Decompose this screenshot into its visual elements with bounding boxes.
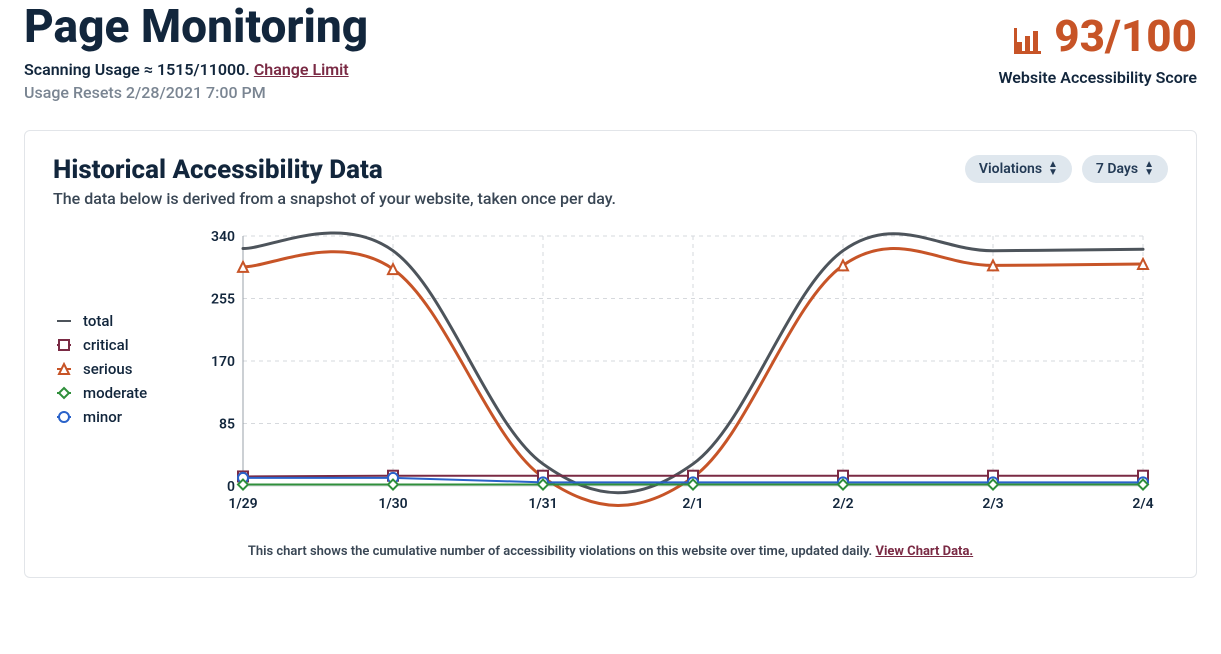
svg-text:2/4: 2/4 bbox=[1132, 496, 1153, 512]
usage-sep: . bbox=[245, 60, 254, 79]
card-subtitle: The data below is derived from a snapsho… bbox=[53, 189, 616, 208]
svg-text:2/3: 2/3 bbox=[982, 496, 1003, 512]
accessibility-chart: 0 85 170 255 340 1/29 1/30 1/31 2/1 2/2 2/3 2/4 bbox=[193, 226, 1163, 526]
change-limit-link[interactable]: Change Limit bbox=[254, 60, 349, 79]
card-title: Historical Accessibility Data bbox=[53, 155, 616, 185]
usage-resets: Usage Resets 2/28/2021 7:00 PM bbox=[24, 83, 368, 102]
score-value: 93/100 bbox=[1054, 14, 1197, 58]
svg-text:1/29: 1/29 bbox=[228, 496, 257, 512]
chart-bar-icon bbox=[1014, 28, 1044, 58]
svg-text:0: 0 bbox=[227, 479, 235, 495]
score-label: Website Accessibility Score bbox=[999, 68, 1198, 87]
legend-item-serious: serious bbox=[53, 360, 193, 378]
svg-text:255: 255 bbox=[211, 292, 235, 308]
historical-card: Historical Accessibility Data The data b… bbox=[24, 130, 1197, 578]
legend-item-minor: minor bbox=[53, 408, 193, 426]
scanning-usage: Scanning Usage ≈ 1515/11000. Change Limi… bbox=[24, 60, 368, 79]
chart-caption: This chart shows the cumulative number o… bbox=[53, 544, 1168, 559]
usage-prefix: Scanning Usage ≈ bbox=[24, 60, 157, 79]
svg-text:2/2: 2/2 bbox=[832, 496, 853, 512]
sort-icon: ▲▼ bbox=[1144, 161, 1154, 177]
svg-text:2/1: 2/1 bbox=[682, 496, 703, 512]
svg-text:85: 85 bbox=[219, 417, 235, 433]
usage-value: 1515/11000 bbox=[157, 60, 245, 79]
chart-caption-text: This chart shows the cumulative number o… bbox=[248, 544, 876, 559]
svg-text:340: 340 bbox=[211, 229, 235, 245]
metric-select[interactable]: Violations ▲▼ bbox=[965, 155, 1072, 183]
legend-item-moderate: moderate bbox=[53, 384, 193, 402]
page-title: Page Monitoring bbox=[24, 0, 368, 54]
sort-icon: ▲▼ bbox=[1048, 161, 1058, 177]
view-chart-data-link[interactable]: View Chart Data. bbox=[875, 544, 973, 559]
range-select[interactable]: 7 Days ▲▼ bbox=[1082, 155, 1168, 183]
svg-text:170: 170 bbox=[211, 354, 235, 370]
metric-select-label: Violations bbox=[979, 161, 1042, 177]
range-select-label: 7 Days bbox=[1096, 161, 1138, 177]
chart-legend: total critical serious moderate minor bbox=[53, 226, 193, 530]
svg-text:1/31: 1/31 bbox=[528, 496, 557, 512]
svg-text:1/30: 1/30 bbox=[378, 496, 407, 512]
legend-item-total: total bbox=[53, 312, 193, 330]
legend-item-critical: critical bbox=[53, 336, 193, 354]
